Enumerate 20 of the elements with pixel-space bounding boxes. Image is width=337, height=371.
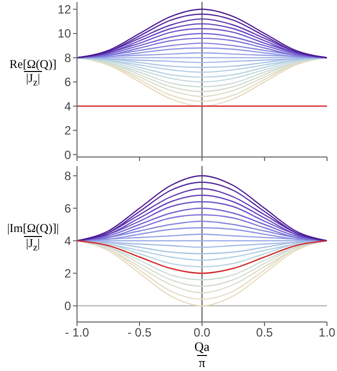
y-tick-label: 2 — [64, 124, 72, 138]
y-tick-label: 8 — [64, 50, 72, 65]
x-tick-label: 0.5 — [256, 326, 274, 340]
y-tick-label: 0 — [64, 299, 72, 314]
y-tick-label: 12 — [58, 2, 72, 17]
y-tick-label: 4 — [64, 99, 72, 114]
x-axis-title: Qa π — [193, 339, 211, 371]
y-tick-label: 10 — [58, 26, 72, 41]
x-tick-label: 0.0 — [194, 326, 211, 340]
y-tick-label: 4 — [64, 234, 72, 248]
x-tick-label: - 0.5 — [127, 326, 152, 340]
y-tick-label: 6 — [64, 202, 72, 216]
y-tick-label: 2 — [64, 266, 72, 281]
y-tick-label: 8 — [64, 169, 72, 184]
y-axis-title: |Im[Ω(Q)]| |J$_{z}$| — [6, 221, 60, 254]
x-tick-label: 1.0 — [318, 326, 336, 340]
y-tick-label: 6 — [64, 75, 72, 90]
y-tick-label: 0 — [64, 148, 72, 162]
y-axis-title: Re[Ω(Q)] |J$_{z}$| — [8, 56, 58, 90]
x-tick-label: - 1.0 — [64, 326, 90, 340]
